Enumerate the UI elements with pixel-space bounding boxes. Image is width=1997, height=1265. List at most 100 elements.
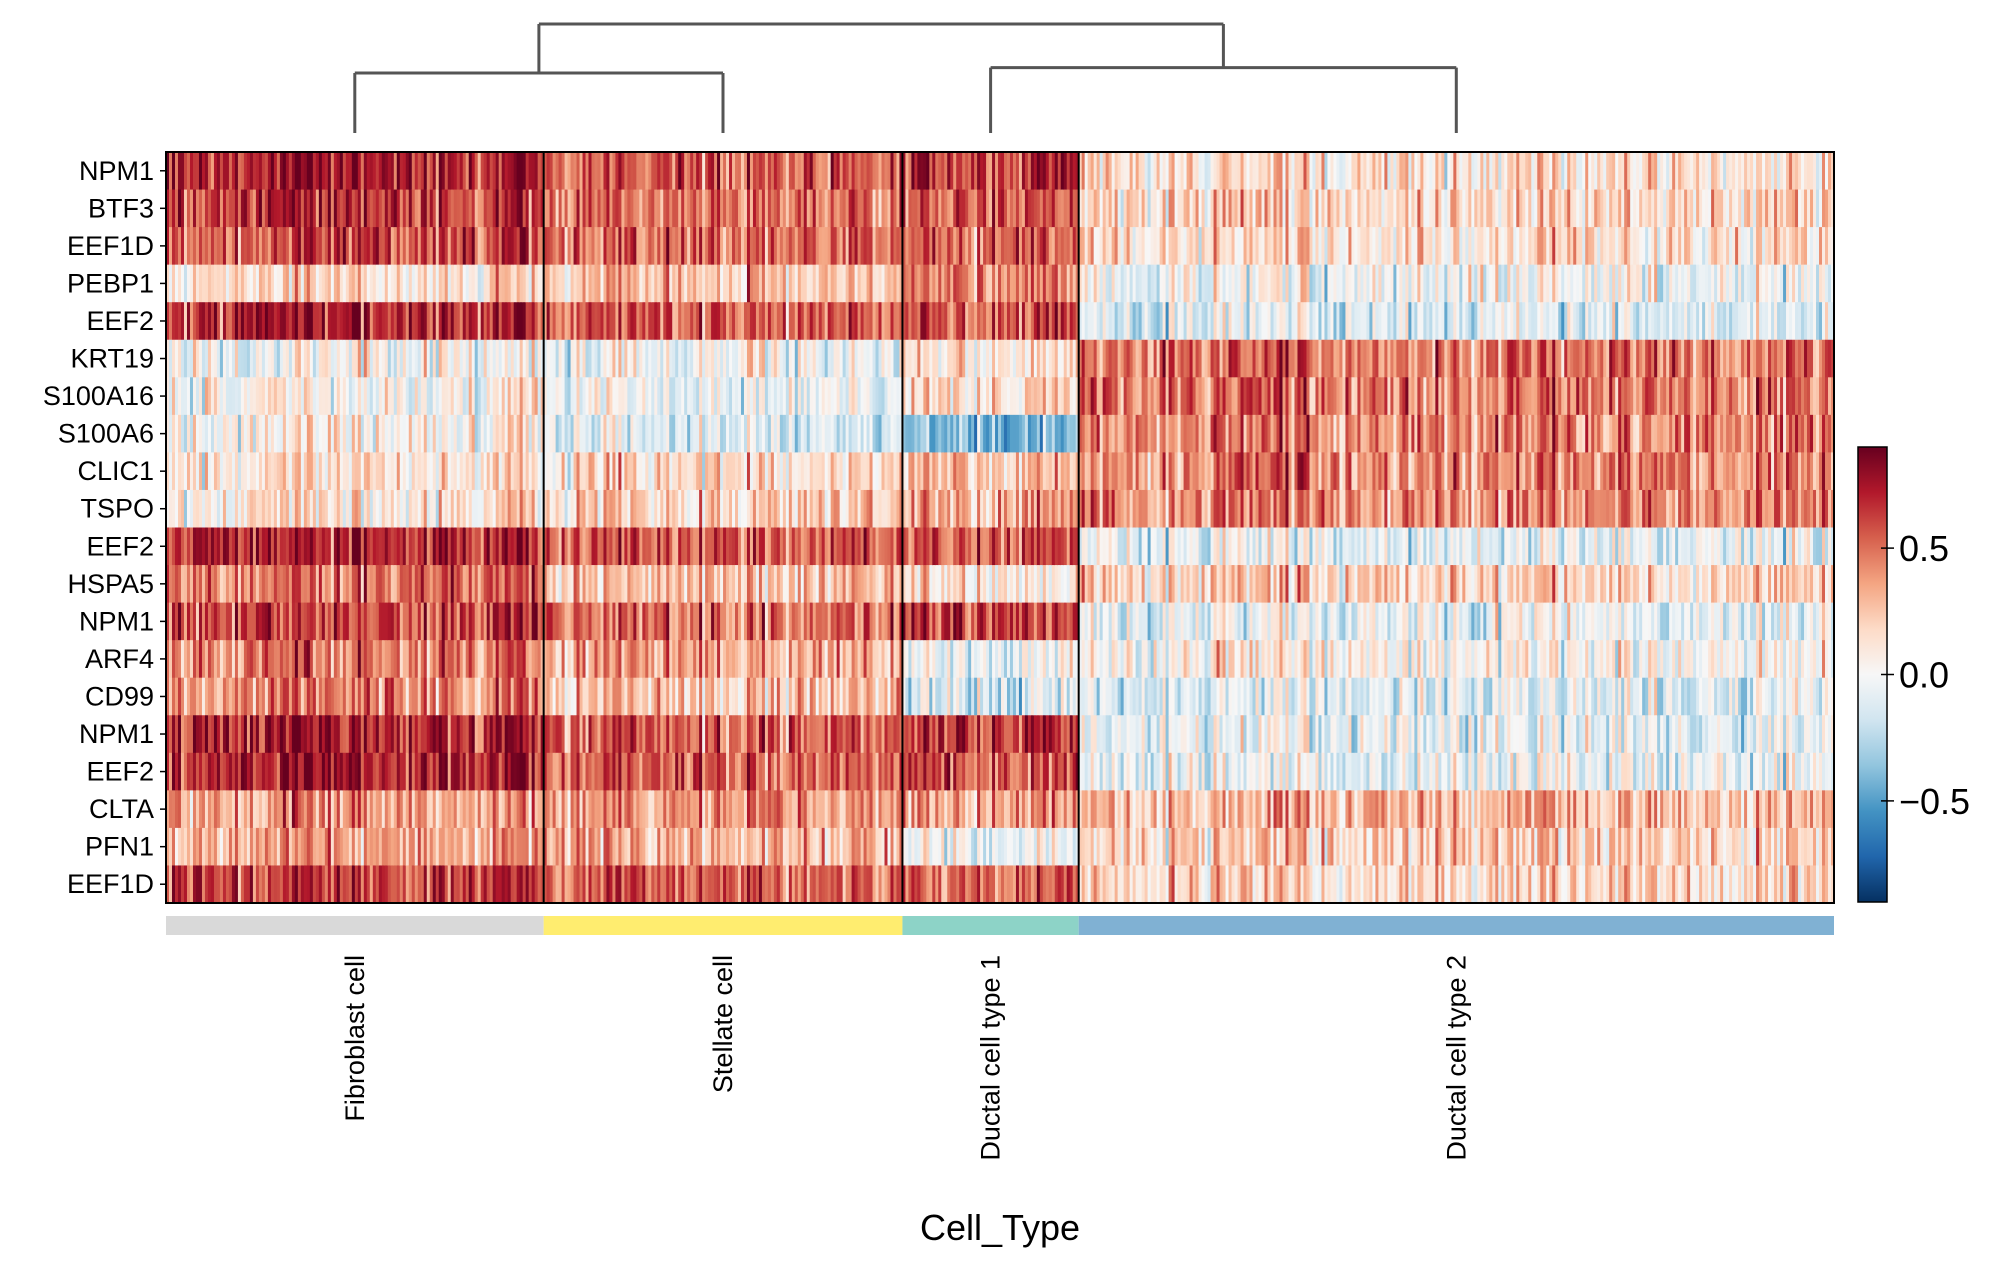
- heatmap-cell: [342, 452, 347, 491]
- heatmap-cell: [773, 302, 778, 341]
- heatmap-cell: [600, 377, 605, 416]
- heatmap-cell: [717, 602, 721, 641]
- heatmap-cell: [809, 302, 814, 341]
- heatmap-cell: [726, 452, 730, 491]
- heatmap-cell: [447, 489, 452, 529]
- heatmap-cell: [555, 677, 560, 716]
- heatmap-cell: [504, 227, 509, 266]
- heatmap-cell: [513, 227, 518, 266]
- heatmap-cell: [812, 377, 817, 416]
- heatmap-cell: [459, 339, 464, 378]
- heatmap-cell: [675, 640, 679, 679]
- heatmap-cell: [519, 189, 524, 228]
- heatmap-cell: [558, 865, 563, 904]
- heatmap-cell: [672, 602, 676, 641]
- heatmap-cell: [489, 264, 494, 303]
- heatmap-cell: [797, 302, 802, 341]
- heatmap-cell: [851, 602, 856, 641]
- heatmap-cell: [767, 264, 772, 303]
- heatmap-cell: [492, 227, 497, 266]
- heatmap-cell: [315, 452, 320, 491]
- heatmap-cell: [531, 264, 536, 303]
- heatmap-cell: [330, 302, 335, 341]
- heatmap-cell: [872, 414, 877, 453]
- heatmap-cell: [645, 565, 649, 604]
- heatmap-cell: [561, 414, 566, 453]
- heatmap-cell: [735, 302, 739, 341]
- heatmap-cell: [327, 189, 332, 228]
- heatmap-cell: [609, 565, 614, 604]
- heatmap-cell: [678, 489, 682, 529]
- heatmap-cell: [270, 677, 275, 716]
- heatmap-cell: [609, 865, 614, 904]
- heatmap-cell: [180, 227, 185, 266]
- heatmap-cell: [336, 565, 341, 604]
- heatmap-cell: [812, 302, 817, 341]
- heatmap-cell: [863, 715, 868, 754]
- heatmap-cell: [696, 565, 700, 604]
- heatmap-cell: [755, 489, 760, 529]
- heatmap-cell: [684, 865, 688, 904]
- heatmap-cell: [791, 790, 796, 829]
- heatmap-cell: [303, 640, 308, 679]
- heatmap-cell: [453, 752, 458, 791]
- heatmap-cell: [749, 452, 754, 491]
- heatmap-cell: [735, 227, 739, 266]
- heatmap-cell: [306, 865, 311, 904]
- heatmap-cell: [636, 527, 640, 566]
- heatmap-cell: [848, 189, 853, 228]
- heatmap-cell: [878, 152, 883, 191]
- heatmap-cell: [863, 264, 868, 303]
- heatmap-cell: [842, 489, 847, 529]
- heatmap-cell: [393, 565, 398, 604]
- heatmap-cell: [579, 715, 584, 754]
- heatmap-cell: [884, 527, 889, 566]
- heatmap-cell: [166, 790, 170, 829]
- heatmap-cell: [663, 752, 667, 791]
- heatmap-cell: [166, 565, 170, 604]
- heatmap-cell: [534, 302, 539, 341]
- heatmap-cell: [648, 152, 652, 191]
- heatmap-cell: [243, 339, 248, 378]
- heatmap-cell: [708, 189, 712, 228]
- heatmap-cell: [309, 302, 314, 341]
- heatmap-cell: [393, 452, 398, 491]
- heatmap-cell: [318, 227, 323, 266]
- heatmap-cell: [582, 527, 587, 566]
- heatmap-cell: [189, 152, 194, 191]
- heatmap-cell: [779, 752, 784, 791]
- heatmap-cell: [393, 264, 398, 303]
- heatmap-cell: [432, 865, 437, 904]
- heatmap-cell: [618, 189, 622, 228]
- heatmap-cell: [824, 414, 829, 453]
- heatmap-cell: [180, 414, 185, 453]
- heatmap-cell: [708, 152, 712, 191]
- heatmap-cell: [432, 152, 437, 191]
- heatmap-cell: [219, 152, 224, 191]
- heatmap-cell: [492, 640, 497, 679]
- heatmap-cell: [555, 189, 560, 228]
- heatmap-cell: [833, 264, 838, 303]
- heatmap-cell: [450, 452, 455, 491]
- heatmap-cell: [567, 302, 572, 341]
- heatmap-cell: [579, 152, 584, 191]
- heatmap-cell: [860, 640, 865, 679]
- heatmap-cell: [489, 827, 494, 867]
- heatmap-cell: [420, 602, 425, 641]
- heatmap-cell: [474, 827, 479, 867]
- heatmap-cell: [600, 640, 605, 679]
- heatmap-cell: [375, 452, 380, 491]
- heatmap-cell: [300, 489, 305, 529]
- heatmap-cell: [261, 827, 266, 867]
- heatmap-cell: [908, 715, 912, 754]
- heatmap-cell: [770, 339, 775, 378]
- heatmap-cell: [264, 489, 269, 529]
- heatmap-cell: [776, 414, 781, 453]
- heatmap-cell: [450, 152, 455, 191]
- heatmap-cell: [648, 227, 652, 266]
- heatmap-cell: [306, 790, 311, 829]
- heatmap-cell: [417, 565, 422, 604]
- heatmap-cell: [576, 302, 581, 341]
- heatmap-cell: [836, 302, 841, 341]
- heatmap-cell: [318, 565, 323, 604]
